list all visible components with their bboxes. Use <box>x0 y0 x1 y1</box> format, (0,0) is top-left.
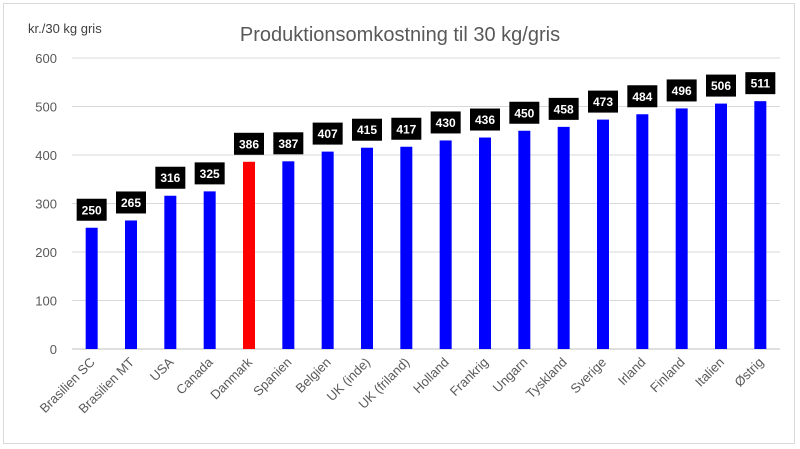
data-label-box <box>745 72 776 95</box>
data-label: 473 <box>588 90 618 113</box>
data-label-box <box>116 191 146 214</box>
bar <box>715 103 727 349</box>
data-label: 506 <box>706 74 736 97</box>
data-label-box <box>509 101 540 124</box>
bar <box>282 161 295 349</box>
data-label-text: 473 <box>593 95 613 109</box>
data-label-box <box>588 90 618 113</box>
data-label-box <box>352 118 382 141</box>
data-label-box <box>76 198 107 221</box>
bar <box>361 147 373 349</box>
data-label-text: 265 <box>121 196 141 210</box>
gridlines <box>72 57 780 350</box>
y-tick-label: 100 <box>35 294 57 309</box>
data-label-box <box>706 74 736 97</box>
data-label: 511 <box>745 72 776 95</box>
bar <box>164 195 177 349</box>
data-label-text: 506 <box>711 79 731 93</box>
data-label-text: 316 <box>160 171 180 185</box>
data-label: 415 <box>352 118 382 141</box>
data-label-box <box>627 85 658 108</box>
data-label-box <box>155 166 186 189</box>
data-label-text: 387 <box>278 137 298 151</box>
x-category-label: Holland <box>410 355 452 397</box>
x-category-label: Finland <box>647 355 688 396</box>
bar <box>125 220 137 349</box>
y-tick-label: 300 <box>35 197 57 212</box>
data-label-box <box>273 132 304 155</box>
bar <box>754 101 767 349</box>
data-label-box <box>234 132 264 155</box>
x-category-label: Irland <box>615 355 649 389</box>
data-label: 430 <box>430 111 461 134</box>
data-label-text: 450 <box>514 106 534 120</box>
data-label-text: 496 <box>672 84 692 98</box>
data-label: 407 <box>312 122 343 145</box>
data-label: 386 <box>234 132 264 155</box>
y-tick-label: 200 <box>35 245 57 260</box>
data-label: 484 <box>627 85 658 108</box>
data-label: 325 <box>194 162 225 185</box>
bar <box>518 130 531 349</box>
x-category-label: Spanien <box>250 355 294 399</box>
data-label-box <box>391 117 422 140</box>
bar <box>557 126 570 350</box>
bar <box>85 227 98 349</box>
x-category-label: Sverige <box>567 355 609 397</box>
data-label-text: 511 <box>751 77 771 91</box>
bars <box>85 101 767 350</box>
bar <box>203 191 216 349</box>
data-label: 436 <box>470 108 500 131</box>
x-category-label: Danmark <box>207 354 255 402</box>
chart-title: Produktionsomkostning til 30 kg/gris <box>240 24 560 46</box>
data-label-box <box>312 122 343 145</box>
y-axis-ticks: 0 100 200 300 400 500 600 <box>35 51 57 357</box>
data-label-text: 250 <box>82 203 102 217</box>
data-label-text: 436 <box>475 113 495 127</box>
data-label-box <box>666 79 697 102</box>
y-tick-label: 500 <box>35 100 57 115</box>
data-label-text: 407 <box>318 127 338 141</box>
x-category-label: Østrig <box>731 355 766 390</box>
data-label-box <box>470 108 500 131</box>
data-label: 417 <box>391 117 422 140</box>
data-label-text: 386 <box>239 137 259 151</box>
data-label: 265 <box>116 191 146 214</box>
data-label: 316 <box>155 166 186 189</box>
bar <box>243 161 255 349</box>
bar <box>479 137 491 349</box>
bar <box>636 114 649 349</box>
data-label-box <box>548 97 579 120</box>
bar <box>400 146 413 349</box>
bar <box>675 108 688 349</box>
data-label-text: 415 <box>357 123 377 137</box>
data-label-text: 458 <box>554 102 574 116</box>
data-label-box <box>194 162 225 185</box>
y-tick-label: 0 <box>50 342 57 357</box>
data-labels: 250 265 316 325 386 387 407 415 417 430 436 450 458 4… <box>76 72 776 221</box>
data-label-text: 325 <box>200 167 220 181</box>
y-tick-label: 600 <box>35 51 57 66</box>
data-label: 496 <box>666 79 697 102</box>
data-label-text: 417 <box>396 122 416 136</box>
y-axis-label: kr./30 kg gris <box>28 21 102 36</box>
data-label-box <box>430 111 461 134</box>
data-label: 250 <box>76 198 107 221</box>
y-tick-label: 400 <box>35 148 57 163</box>
x-category-label: Tyskland <box>523 355 570 402</box>
bar <box>321 151 334 349</box>
x-category-label: Italien <box>692 355 727 390</box>
x-category-label: Frankrig <box>447 355 491 399</box>
data-label: 450 <box>509 101 540 124</box>
data-label-text: 430 <box>436 116 456 130</box>
data-label: 387 <box>273 132 304 155</box>
bar <box>439 140 452 349</box>
bar <box>597 119 609 349</box>
data-label-text: 484 <box>632 90 652 104</box>
x-category-label: USA <box>147 354 177 384</box>
data-label: 458 <box>548 97 579 120</box>
